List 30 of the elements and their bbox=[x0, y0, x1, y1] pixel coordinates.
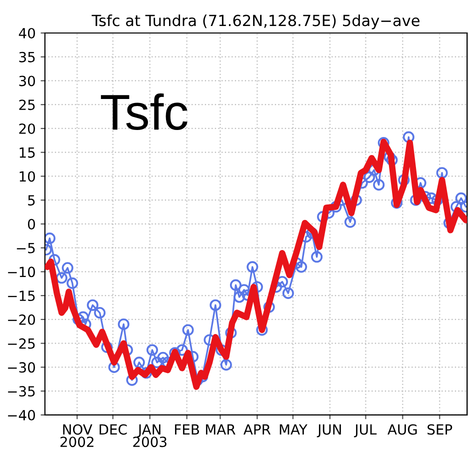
y-tick-label: −10 bbox=[8, 266, 35, 278]
y-tick-label: −30 bbox=[8, 362, 35, 373]
chart-title: Tsfc at Tundra (71.62N,128.75E) 5day−ave bbox=[92, 14, 420, 30]
y-tick-label: −20 bbox=[8, 314, 35, 325]
x-tick-label: JUN bbox=[316, 424, 341, 438]
y-tick-label: 15 bbox=[20, 148, 35, 158]
y-tick-label: 25 bbox=[19, 100, 35, 110]
y-tick-label: −25 bbox=[8, 338, 35, 349]
y-tick-label: 20 bbox=[19, 123, 35, 134]
y-tick-label: 5 bbox=[28, 195, 35, 206]
x-tick-label: APR bbox=[244, 424, 271, 435]
y-tick-label: 40 bbox=[18, 28, 35, 38]
y-tick-label: 30 bbox=[19, 76, 35, 86]
x-tick-label: MAY bbox=[280, 424, 308, 435]
y-tick-label: −35 bbox=[8, 386, 35, 397]
y-tick-label: −15 bbox=[8, 290, 35, 302]
x-tick-label: MAR bbox=[206, 424, 236, 435]
y-tick-label: 10 bbox=[20, 171, 35, 182]
y-tick-label: −5 bbox=[16, 242, 35, 254]
x-tick-label: DEC bbox=[100, 424, 127, 435]
x-tick-label: NOV 2002 bbox=[60, 424, 94, 448]
y-tick-label: 35 bbox=[19, 52, 35, 62]
annotation: Tsfc bbox=[100, 93, 188, 130]
y-tick-label: 0 bbox=[28, 218, 35, 230]
x-tick-label: JAN 2003 bbox=[133, 424, 166, 448]
y-tick-label: −40 bbox=[8, 410, 35, 420]
x-tick-label: JUL bbox=[354, 424, 377, 438]
x-tick-label: AUG bbox=[388, 424, 417, 435]
x-tick-label: FEB bbox=[175, 424, 199, 435]
x-tick-label: SEP bbox=[428, 424, 452, 435]
